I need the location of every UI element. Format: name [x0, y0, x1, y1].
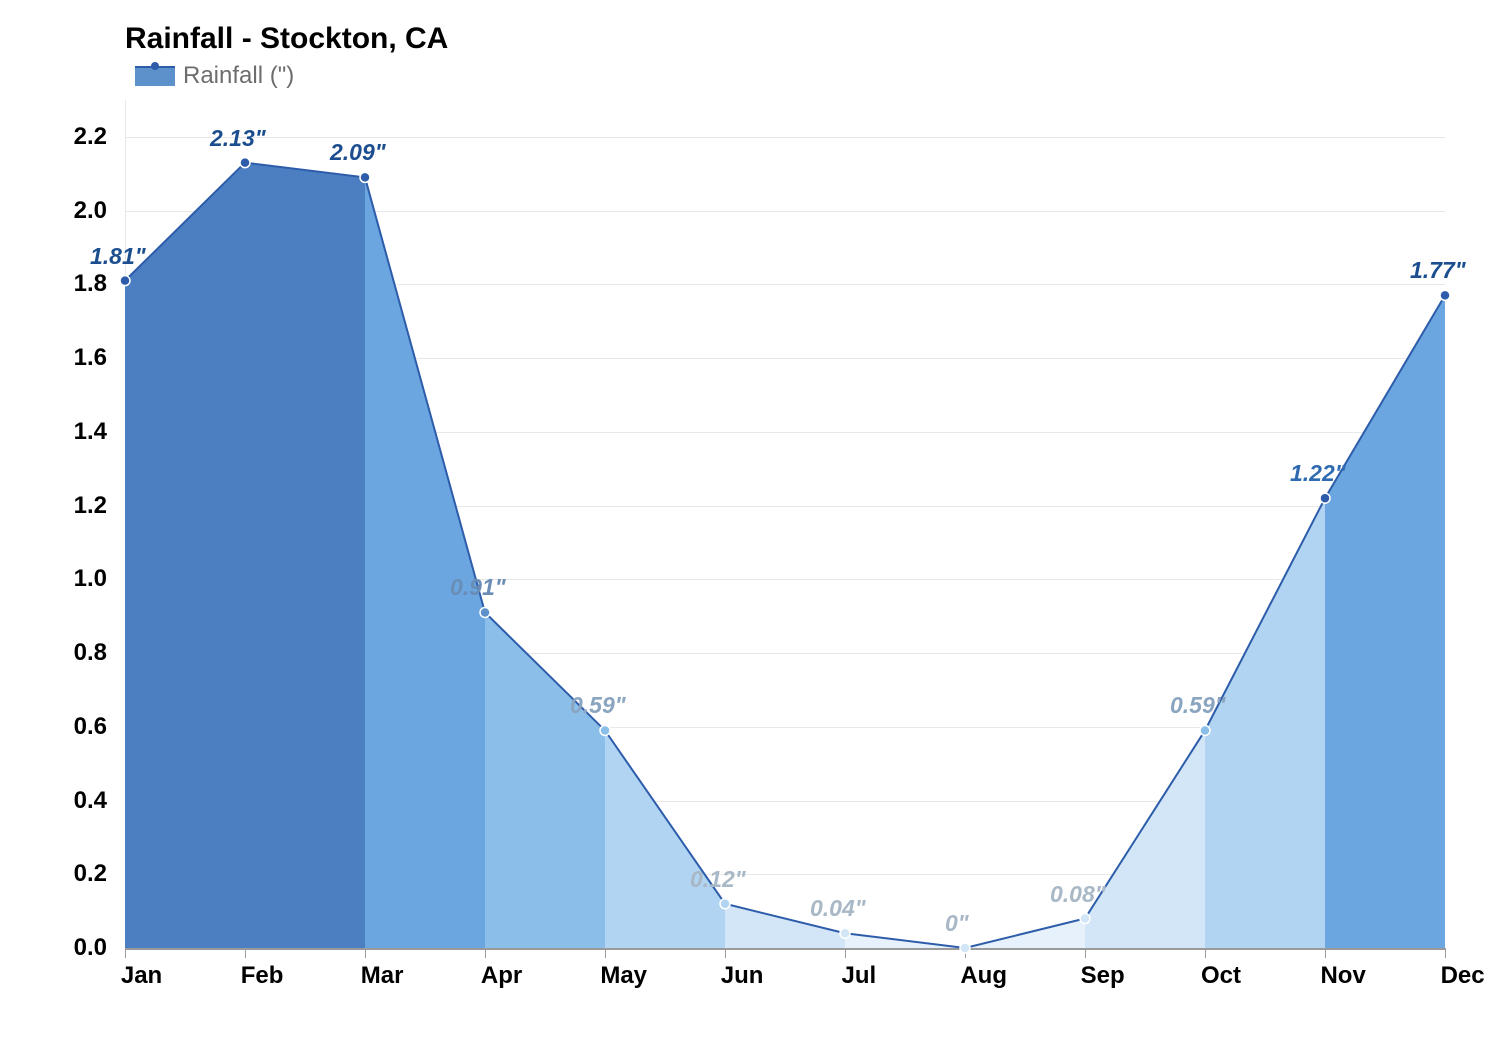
data-label: 0.12" — [690, 866, 746, 893]
area-segment — [1085, 730, 1205, 948]
data-marker — [960, 943, 970, 953]
data-label: 0.91" — [450, 574, 506, 601]
data-marker — [240, 158, 250, 168]
data-marker — [840, 928, 850, 938]
chart-svg — [0, 0, 1500, 1050]
data-marker — [480, 607, 490, 617]
data-label: 2.09" — [330, 139, 386, 166]
data-label: 0.59" — [570, 692, 626, 719]
data-marker — [360, 172, 370, 182]
data-marker — [1440, 290, 1450, 300]
area-segment — [365, 177, 485, 948]
area-segment — [245, 163, 365, 948]
data-label: 1.77" — [1410, 257, 1466, 284]
data-label: 0.04" — [810, 895, 866, 922]
data-label: 0.08" — [1050, 881, 1106, 908]
data-marker — [1080, 914, 1090, 924]
data-marker — [1320, 493, 1330, 503]
area-segment — [485, 612, 605, 948]
area-segment — [1205, 498, 1325, 948]
chart-container: { "chart": { "type": "area", "title": "R… — [0, 0, 1500, 1050]
data-label: 0.59" — [1170, 692, 1226, 719]
data-marker — [120, 276, 130, 286]
data-label: 2.13" — [210, 125, 266, 152]
data-label: 1.22" — [1290, 460, 1346, 487]
data-marker — [1200, 725, 1210, 735]
data-label: 0" — [945, 910, 969, 937]
data-marker — [720, 899, 730, 909]
area-segment — [1325, 295, 1445, 948]
data-label: 1.81" — [90, 243, 146, 270]
data-marker — [600, 725, 610, 735]
area-segment — [125, 163, 245, 948]
area-segment — [605, 730, 725, 948]
